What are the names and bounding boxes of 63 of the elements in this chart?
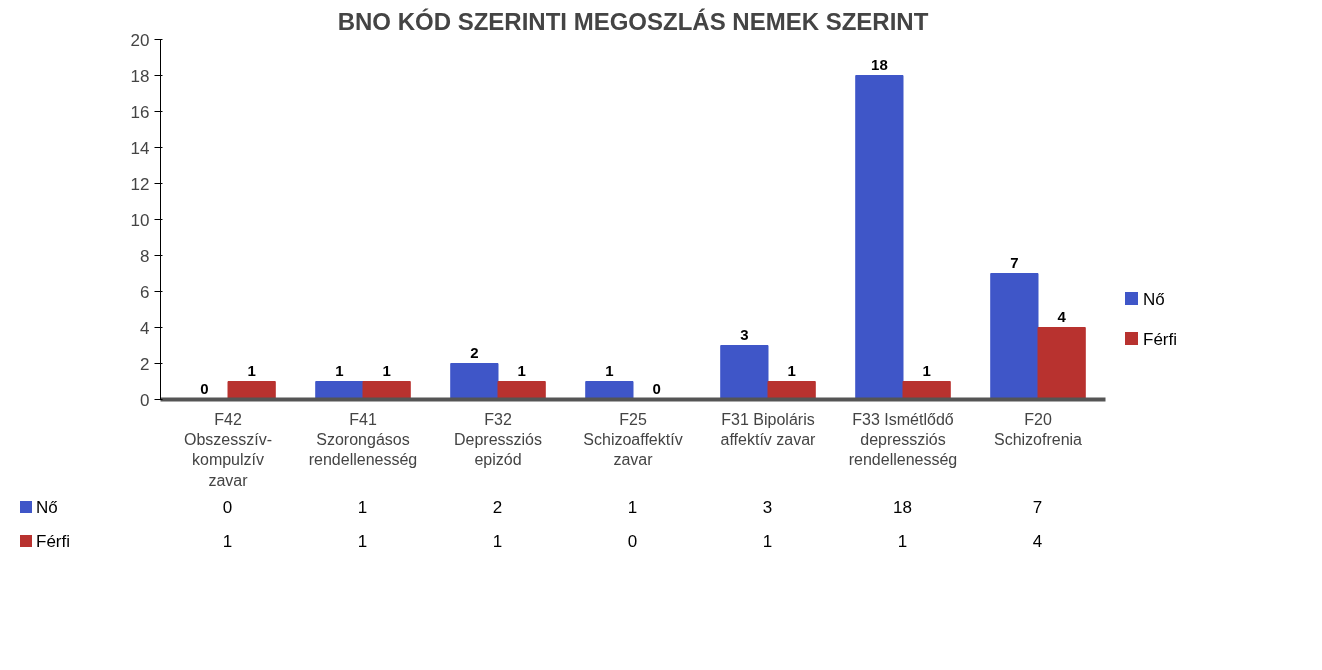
data-label: 1: [626, 496, 639, 519]
data-label: 2: [491, 496, 504, 519]
y-tick-label: 6: [140, 282, 150, 302]
y-tick-label: 14: [130, 138, 150, 158]
bar: [227, 381, 276, 400]
y-tick-label: 0: [140, 390, 150, 410]
text: 3: [740, 325, 749, 343]
x-tick-label: F20 Schizofrenia: [993, 410, 1083, 448]
y-tick-label: 10: [130, 210, 150, 230]
data-label: 7: [1031, 496, 1044, 519]
text: 1: [335, 361, 344, 379]
y-tick-label: 18: [130, 66, 150, 86]
bar: [585, 381, 634, 400]
data-label: 18: [892, 496, 913, 519]
x-tick-label: F33 Ismétlődő depressziós rendellenesség: [848, 410, 958, 469]
text: 1: [247, 361, 256, 379]
bar: [902, 381, 951, 400]
text: 2: [470, 343, 479, 361]
text: Nő: [36, 497, 58, 517]
data-label: 3: [761, 496, 774, 519]
bar: [497, 381, 546, 400]
y-tick-label: 2: [140, 354, 150, 374]
data-label: 1: [896, 530, 909, 553]
text: 1: [517, 361, 526, 379]
y-tick-label: 12: [130, 174, 150, 194]
bar: [720, 345, 769, 400]
text: 0: [200, 379, 209, 397]
text: 1: [382, 361, 391, 379]
y-tick-label: 16: [130, 102, 150, 122]
data-label: 1: [761, 530, 774, 553]
y-tick-label: 20: [130, 30, 150, 50]
data-label: 4: [1031, 530, 1044, 553]
legend-label: Férfi: [1142, 329, 1177, 351]
text: 0: [652, 379, 661, 397]
bar: [362, 381, 411, 400]
bar: [1037, 327, 1086, 400]
bar: [990, 273, 1039, 400]
data-label: 1: [356, 530, 369, 553]
data-label: 1: [491, 530, 504, 553]
x-tick-label: F31 Bipoláris affektív zavar: [720, 410, 817, 448]
x-tick-label: F32 Depressziós epizód: [453, 410, 543, 469]
bar: [450, 363, 499, 400]
text: Férfi: [36, 531, 70, 551]
text: 4: [1057, 307, 1066, 325]
bar: [767, 381, 816, 400]
chart-title: BNO KÓD SZERINTI MEGOSZLÁS NEMEK SZERINT: [337, 7, 929, 35]
y-tick-label: 4: [140, 318, 150, 338]
data-label: 1: [221, 530, 234, 553]
legend-label: Nő: [1142, 289, 1166, 311]
text: 1: [922, 361, 931, 379]
data-label: 0: [221, 496, 234, 519]
bar: [315, 381, 364, 400]
x-tick-label: F41 Szorongásos rendellenesség: [308, 410, 418, 469]
text: 1: [787, 361, 796, 379]
text: 7: [1010, 253, 1019, 271]
data-label: 0: [626, 530, 639, 553]
text: 1: [605, 361, 614, 379]
text: 18: [871, 55, 888, 73]
bar: [855, 75, 904, 400]
y-tick-label: 8: [140, 246, 150, 266]
x-tick-label: F25 Schizoaffektív zavar: [583, 410, 683, 469]
data-label: 1: [356, 496, 369, 519]
x-tick-label: F42 Obszesszív-kompulzív zavar: [183, 410, 273, 489]
